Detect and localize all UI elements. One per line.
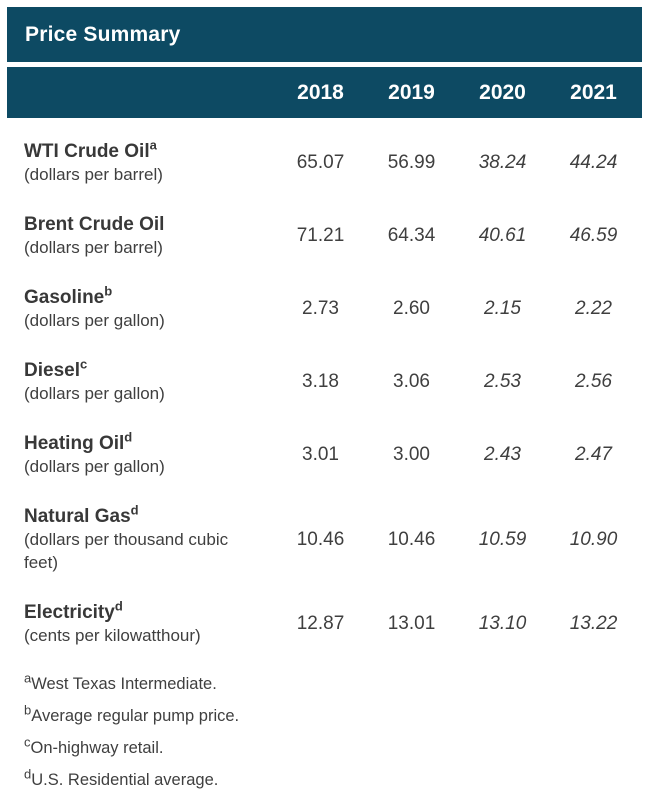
value-2020: 13.10 [478, 613, 527, 634]
value-2021: 46.59 [569, 225, 618, 246]
year-header-row: 2018 2019 2020 2021 [7, 67, 642, 118]
table-row: Electricityd (cents per kilowatthour) 12… [24, 598, 642, 647]
footnote: aWest Texas Intermediate. [24, 670, 642, 694]
row-label-block: WTI Crude Oila (dollars per barrel) [24, 137, 275, 186]
footnotes: aWest Texas Intermediate. bAverage regul… [24, 670, 642, 790]
row-label-block: Heating Oild (dollars per gallon) [24, 429, 275, 478]
row-label: Brent Crude Oil [24, 214, 165, 235]
value-2018: 71.21 [296, 225, 345, 246]
row-label-block: Electricityd (cents per kilowatthour) [24, 598, 275, 647]
row-label: Electricityd [24, 598, 123, 623]
row-footnote-marker: d [124, 429, 133, 445]
row-footnote-marker: a [149, 137, 157, 153]
value-2020: 10.59 [478, 528, 527, 550]
row-unit: (dollars per gallon) [24, 457, 165, 476]
value-2018: 2.73 [302, 298, 339, 319]
value-2019: 13.01 [387, 613, 436, 634]
row-label: Natural Gasd [24, 502, 139, 527]
table-row: Natural Gasd (dollars per thousand cubic… [24, 502, 642, 574]
footnote-marker: b [24, 702, 32, 718]
footnote: cOn-highway retail. [24, 734, 642, 758]
value-2018: 3.01 [302, 444, 339, 465]
row-label: Heating Oild [24, 429, 133, 454]
row-footnote-marker: b [104, 283, 113, 299]
value-2021: 2.47 [575, 444, 612, 465]
footnote-text: West Texas Intermediate. [31, 675, 217, 693]
value-2021: 10.90 [569, 528, 618, 550]
year-header-2019: 2019 [388, 80, 435, 104]
value-2020: 40.61 [478, 225, 527, 246]
row-label: Dieselc [24, 356, 88, 381]
table-title: Price Summary [25, 22, 181, 46]
row-unit: (dollars per barrel) [24, 165, 163, 184]
row-footnote-marker: c [79, 356, 88, 372]
value-2019: 56.99 [387, 152, 436, 173]
row-label-block: Brent Crude Oil (dollars per barrel) [24, 213, 275, 259]
value-2021: 2.56 [575, 371, 612, 392]
footnote-text: U.S. Residential average. [31, 771, 219, 789]
value-2019: 3.00 [393, 444, 430, 465]
value-2021: 44.24 [569, 152, 618, 173]
table-title-bar: Price Summary [7, 7, 642, 62]
value-2018: 65.07 [296, 152, 345, 173]
table-row: Brent Crude Oil (dollars per barrel) 71.… [24, 213, 642, 259]
footnote: dU.S. Residential average. [24, 766, 642, 790]
footnote-marker: c [24, 734, 31, 750]
year-header-2018: 2018 [297, 80, 344, 104]
value-2018: 3.18 [302, 371, 339, 392]
row-unit: (dollars per gallon) [24, 311, 165, 330]
value-2019: 64.34 [387, 225, 436, 246]
footnote-text: Average regular pump price. [31, 707, 240, 725]
value-2020: 2.43 [484, 444, 521, 465]
row-label-block: Natural Gasd (dollars per thousand cubic… [24, 502, 275, 574]
value-2020: 38.24 [478, 152, 527, 173]
value-2019: 10.46 [387, 528, 436, 550]
footnote: bAverage regular pump price. [24, 702, 642, 726]
table-row: Dieselc (dollars per gallon) 3.18 3.06 2… [24, 356, 642, 405]
row-unit: (dollars per barrel) [24, 238, 163, 257]
value-2020: 2.15 [484, 298, 521, 319]
table-row: Gasolineb (dollars per gallon) 2.73 2.60… [24, 283, 642, 332]
row-label: Gasolineb [24, 283, 113, 308]
row-unit: (dollars per thousand cubic feet) [24, 530, 229, 572]
year-header-2020: 2020 [479, 80, 526, 104]
table-row: Heating Oild (dollars per gallon) 3.01 3… [24, 429, 642, 478]
value-2019: 2.60 [393, 298, 430, 319]
header-divider [7, 62, 642, 67]
value-2019: 3.06 [393, 371, 430, 392]
footnote-marker: d [24, 766, 32, 782]
value-2020: 2.53 [484, 371, 521, 392]
footnote-text: On-highway retail. [30, 739, 164, 757]
value-2018: 10.46 [296, 528, 345, 550]
row-footnote-marker: d [114, 598, 123, 614]
row-label-block: Gasolineb (dollars per gallon) [24, 283, 275, 332]
price-summary-table: Price Summary 2018 2019 2020 2021 WTI Cr… [7, 7, 642, 790]
value-2021: 13.22 [569, 613, 618, 634]
row-unit: (dollars per gallon) [24, 384, 165, 403]
year-header-2021: 2021 [570, 80, 617, 104]
row-label: WTI Crude Oila [24, 137, 157, 162]
value-2018: 12.87 [296, 613, 345, 634]
table-body: WTI Crude Oila (dollars per barrel) 65.0… [24, 137, 642, 647]
row-unit: (cents per kilowatthour) [24, 626, 201, 645]
footnote-marker: a [24, 670, 32, 686]
table-row: WTI Crude Oila (dollars per barrel) 65.0… [24, 137, 642, 186]
row-footnote-marker: d [130, 502, 139, 518]
value-2021: 2.22 [575, 298, 612, 319]
row-label-block: Dieselc (dollars per gallon) [24, 356, 275, 405]
